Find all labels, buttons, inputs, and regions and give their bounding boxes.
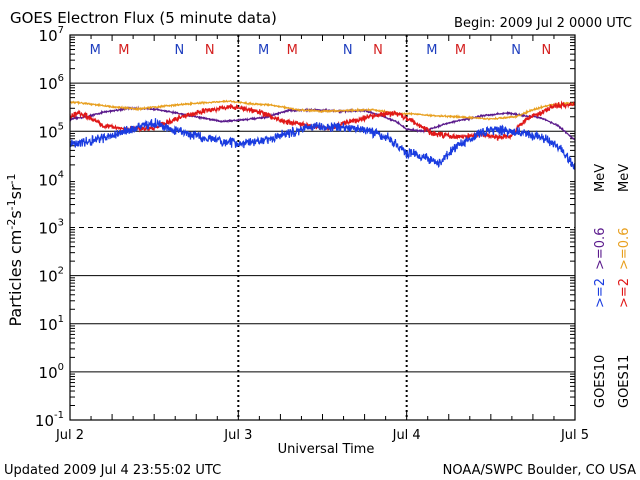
y-tick-labels: 107 106 105 104 103 102 101 100 10-1: [35, 25, 64, 430]
plot-frame: [69, 34, 576, 421]
mn-marker: M: [426, 43, 437, 58]
mn-marker: M: [287, 43, 298, 58]
legend-goes10-2mev: >=2: [593, 278, 608, 308]
y-tick-label: 103: [39, 218, 64, 238]
day-dividers: [69, 35, 576, 420]
y-tick-label: 105: [39, 121, 64, 141]
mn-marker: N: [343, 43, 353, 58]
legend: GOES10 GOES11 >=2 >=0.6 >=2 >=0.6 MeV Me…: [593, 164, 632, 408]
series-line-0: [69, 105, 576, 141]
mn-marker: M: [258, 43, 269, 58]
mn-marker: N: [205, 43, 215, 58]
legend-unit-goes11: MeV: [617, 164, 632, 192]
series-line-1: [69, 99, 576, 121]
mn-marker: M: [118, 43, 129, 58]
legend-goes11: GOES11: [617, 355, 632, 408]
chart-title: GOES Electron Flux (5 minute data): [10, 9, 277, 27]
legend-goes11-2mev: >=2: [617, 278, 632, 308]
y-tick-label: 107: [39, 25, 64, 45]
mn-marker: M: [455, 43, 466, 58]
mn-marker: N: [373, 43, 383, 58]
legend-unit-goes10: MeV: [593, 164, 608, 192]
x-tick-label: Jul 4: [392, 428, 421, 443]
mn-marker: M: [90, 43, 101, 58]
mn-marker: N: [511, 43, 521, 58]
y-tick-label: 102: [39, 266, 64, 286]
x-tick-label: Jul 2: [55, 428, 84, 443]
y-tick-label: 104: [39, 169, 64, 189]
y-tick-label: 100: [39, 362, 64, 382]
grid: [70, 36, 575, 407]
begin-label: Begin: 2009 Jul 2 0000 UTC: [454, 16, 632, 31]
x-axis-label: Universal Time: [278, 442, 375, 457]
legend-goes10: GOES10: [593, 355, 608, 408]
legend-goes11-06mev: >=0.6: [617, 228, 632, 270]
y-tick-label: 101: [39, 314, 64, 334]
updated-timestamp: Updated 2009 Jul 4 23:55:02 UTC: [4, 463, 221, 478]
series-layer: [69, 99, 576, 170]
y-axis-label: Particles cm-2s-1sr-1: [5, 173, 25, 326]
legend-goes10-06mev: >=0.6: [593, 228, 608, 270]
y-tick-label: 10-1: [35, 410, 64, 430]
mn-marker: N: [542, 43, 552, 58]
x-tick-labels: Jul 2 Jul 3 Jul 4 Jul 5: [55, 428, 589, 443]
x-tick-label: Jul 3: [223, 428, 252, 443]
y-tick-label: 106: [39, 73, 64, 93]
noaa-credit: NOAA/SWPC Boulder, CO USA: [443, 463, 636, 478]
mn-marker: N: [175, 43, 185, 58]
series-line-3: [69, 118, 576, 170]
x-tick-label: Jul 5: [560, 428, 589, 443]
